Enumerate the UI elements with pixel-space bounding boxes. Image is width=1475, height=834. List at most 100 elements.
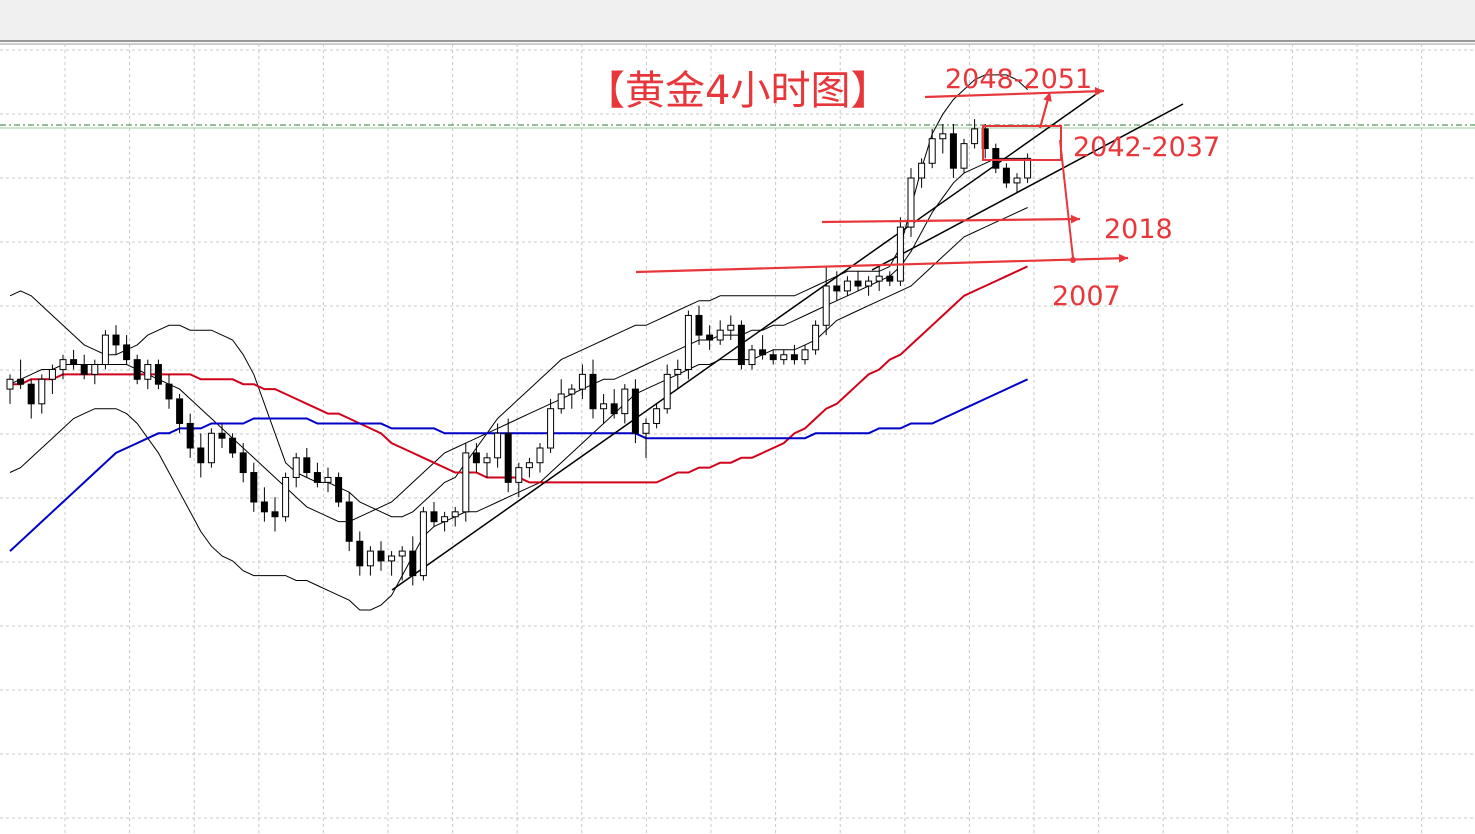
candle [706,325,714,350]
candle-body [419,511,427,577]
candle-body [250,472,258,503]
candle-body [854,280,862,287]
candle-body [684,314,692,370]
candle-body [27,383,35,405]
candle-body [515,467,523,483]
candle [282,472,290,522]
candle-body [1024,157,1032,179]
candle-body [430,511,438,523]
candle [409,536,417,586]
trend-line-secondary [871,103,1184,271]
candle-body [144,364,152,380]
candle-body [716,329,724,341]
candle-body [918,162,926,179]
candle [80,354,88,380]
candle [992,143,1000,174]
candle-body [472,452,480,464]
trend-line-main [391,89,1103,591]
candle-body [727,324,735,331]
candle [494,423,502,468]
candle [48,364,56,394]
candle-body [80,364,88,375]
candle [822,266,830,336]
candle-body [282,476,290,518]
up-move-arrow-head [1043,92,1052,102]
support-2007-arrow-shaft [635,256,1129,274]
candle-body [186,422,194,449]
candle [896,217,904,286]
candle-body [38,378,46,405]
candle-body [790,354,798,361]
candle-body [176,398,184,424]
candle [504,418,512,493]
candle-body [610,403,618,415]
candle-body [525,462,533,469]
candle [547,398,555,453]
label-resistance: 2048-2051 [945,64,1092,95]
support-2007-arrow-head [1118,253,1128,263]
candle [737,320,745,370]
candle [865,276,873,296]
candle-body [1002,167,1010,184]
candle-body [451,511,459,518]
candle-body [801,349,809,361]
candle [483,452,491,478]
candle [144,359,152,390]
candle-body [748,349,756,366]
candle [833,271,841,301]
candle-body [865,280,873,287]
candle [801,344,809,365]
candle [388,551,396,576]
candle [536,443,544,473]
candle-body [769,354,777,361]
candle [525,457,533,478]
annotations [635,86,1129,274]
candle-body [737,324,745,366]
candle-body [345,501,353,542]
trend-lines [391,89,1184,591]
candle [462,443,470,522]
candle-body [1013,177,1021,184]
candle-body [843,280,851,292]
candle-body [928,138,936,164]
candle [303,448,311,478]
candle-body [653,408,661,424]
candle [27,379,35,419]
candle-body [674,368,682,375]
candle [472,443,480,473]
candle [790,344,798,365]
candle-body [398,550,406,557]
candle [886,271,894,286]
candle-body [335,476,343,503]
candle [928,128,936,169]
candle [197,433,205,478]
candle [854,271,862,291]
chart-title: 【黄金4小时图】 [585,68,890,114]
candle-body [6,378,14,390]
candle-body [896,226,904,282]
candle-body [578,373,586,390]
candle [430,502,438,527]
candle [17,359,25,390]
bollinger-bands [9,74,1028,611]
candle [419,506,427,581]
candle-body [812,324,820,351]
candle-body [600,403,608,410]
candle-body [483,457,491,464]
grid-lines [0,40,1475,834]
candle [1024,153,1032,183]
candle-body [780,354,788,361]
candle [176,394,184,434]
candle-body [547,408,555,449]
candle [600,394,608,424]
candle-body [388,555,396,562]
candle-body [292,457,300,478]
candle-body [663,373,671,410]
candle [292,452,300,488]
candle [154,359,162,390]
candle-body [822,285,830,326]
candle-body [133,359,141,380]
candle [218,423,226,448]
candle [695,305,703,345]
candle-body [197,447,205,464]
